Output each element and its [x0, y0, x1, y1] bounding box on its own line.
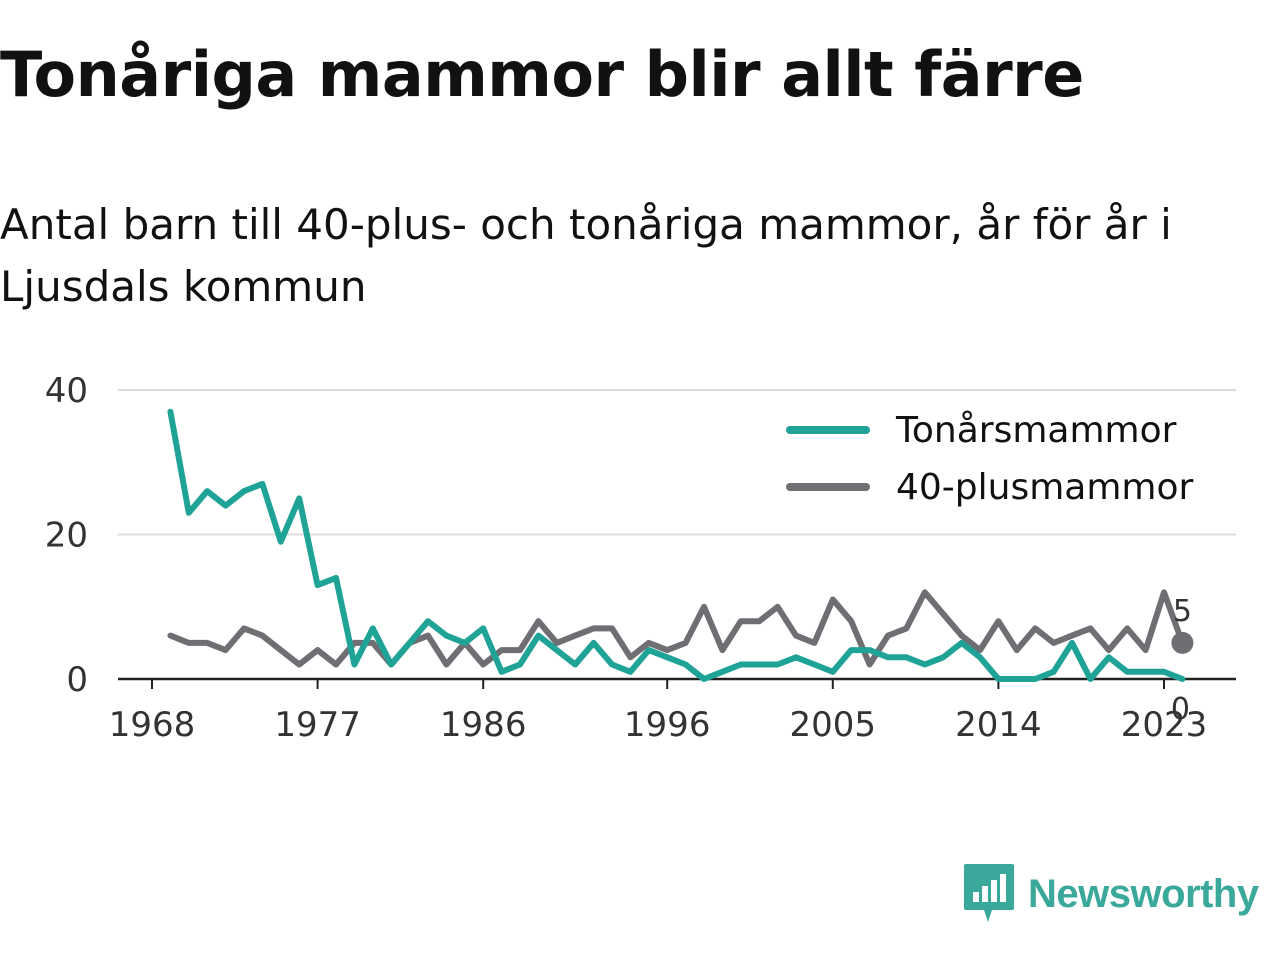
legend-label: 40-plusmammor — [896, 467, 1194, 508]
y-tick-label: 0 — [66, 660, 88, 700]
chart-title: Tonåriga mammor blir allt färre — [0, 38, 1084, 111]
brand-logo: Newsworthy — [962, 862, 1259, 926]
end-label-40-plusmammor: 5 — [1173, 594, 1192, 629]
x-tick-label: 1996 — [624, 705, 711, 745]
y-tick-label: 20 — [45, 516, 88, 556]
series-line-40-plusmammor — [167, 589, 1186, 668]
legend-label: Tonårsmammor — [895, 410, 1177, 451]
y-tick-label: 40 — [45, 371, 88, 411]
x-axis: 1968 1977 1986 1996 2005 2014 2023 — [109, 677, 1236, 745]
series-line-tonarsmammor — [167, 408, 1186, 682]
legend: Tonårsmammor 40-plusmammor — [786, 410, 1194, 508]
brand-name: Newsworthy — [1028, 871, 1259, 916]
end-label-tonarsmammor: 0 — [1171, 692, 1190, 727]
series-lines — [167, 408, 1186, 682]
x-tick-label: 2014 — [955, 705, 1042, 745]
x-tick-label: 1986 — [440, 705, 527, 745]
chart-subtitle: Antal barn till 40-plus- och tonåriga ma… — [0, 200, 1172, 311]
y-axis-ticks: 0 20 40 — [45, 371, 88, 700]
x-tick-label: 1977 — [274, 705, 361, 745]
x-tick-label: 2005 — [790, 705, 877, 745]
x-tick-label: 2023 — [1121, 705, 1208, 745]
newsworthy-logo-icon — [964, 864, 1014, 922]
x-tick-label: 1968 — [109, 705, 196, 745]
end-marker-40-plusmammor — [1171, 631, 1194, 654]
end-markers: 50 — [1171, 594, 1194, 727]
